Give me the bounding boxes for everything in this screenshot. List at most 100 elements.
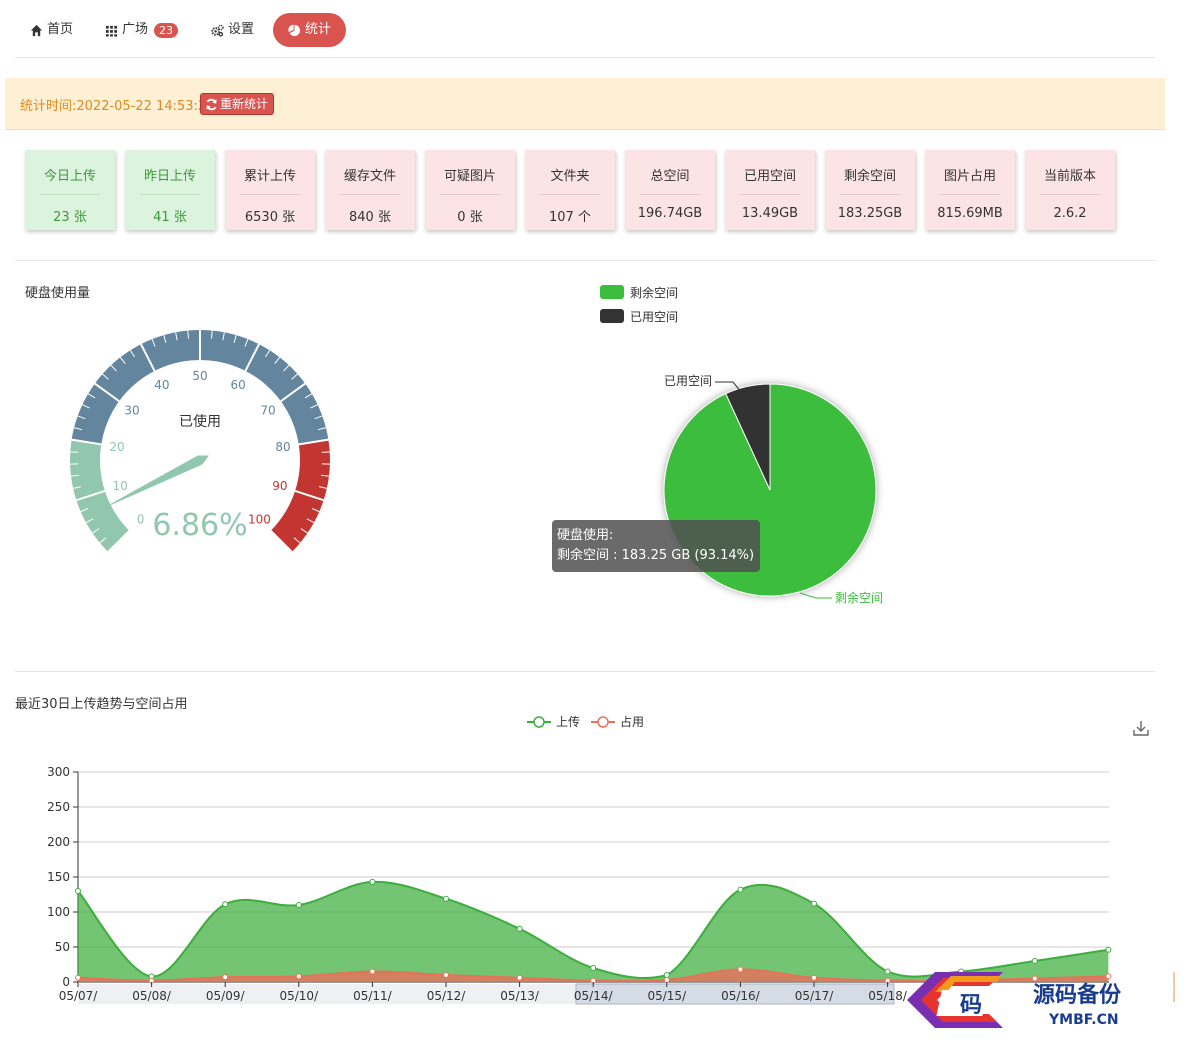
stat-card-cache-files: 缓存文件 840 张: [325, 150, 415, 230]
gauge-tick: [318, 427, 327, 431]
legend-swatch-free[interactable]: [600, 285, 624, 299]
gauge-tick-label: 10: [112, 479, 127, 493]
pie-tooltip-line: 剩余空间 : 183.25 GB (93.14%): [557, 548, 755, 563]
gauge-tick: [73, 486, 82, 489]
legend-label-used[interactable]: 已用空间: [630, 310, 679, 324]
data-zoom-track[interactable]: [78, 984, 894, 1004]
watermark-logo-char: 码: [960, 993, 982, 1018]
x-tick-label: 05/18/: [868, 989, 908, 1003]
gauge-tick: [270, 530, 293, 553]
point-upload[interactable]: [884, 968, 891, 975]
disk-space-pie: 已用空间 剩余空间: [663, 374, 883, 605]
stat-card-suspicious-images: 可疑图片 0 张: [425, 150, 515, 230]
stat-card-value: 0 张: [457, 210, 483, 225]
pie-slice-used[interactable]: [725, 383, 771, 491]
recount-button[interactable]: 重新统计: [200, 93, 275, 115]
legend-label-free[interactable]: 剩余空间: [630, 286, 679, 300]
top-nav: 首页 广场 23 设置 统计: [15, 8, 1155, 58]
divider: [40, 194, 100, 195]
point-upload[interactable]: [369, 878, 376, 885]
stat-card-label: 今日上传: [43, 169, 96, 184]
pie-label-line-used: [715, 381, 747, 399]
point-upload[interactable]: [443, 895, 449, 902]
gauge-tick: [210, 330, 213, 339]
divider: [840, 194, 900, 195]
stat-card-value: 23 张: [53, 210, 87, 225]
point-usage[interactable]: [443, 972, 449, 978]
home-icon: [30, 24, 43, 36]
stat-card-label: 总空间: [650, 169, 690, 184]
stat-card-used-space: 已用空间 13.49GB: [725, 150, 815, 230]
nav-stats[interactable]: 统计: [273, 13, 347, 47]
gauge-tick: [175, 332, 178, 341]
gauge-band-low: [70, 439, 130, 552]
recount-button-label: 重新统计: [220, 97, 269, 111]
point-usage[interactable]: [75, 974, 81, 981]
point-upload[interactable]: [516, 925, 523, 932]
divider: [340, 194, 400, 195]
gauge-tick-label: 0: [137, 512, 145, 526]
gauge-tick: [233, 335, 237, 343]
point-upload[interactable]: [1031, 958, 1038, 964]
point-upload[interactable]: [737, 886, 744, 893]
point-usage[interactable]: [663, 976, 670, 983]
trend-legend: 上传 占用: [527, 714, 644, 729]
point-upload[interactable]: [663, 972, 670, 978]
legend-marker-upload[interactable]: [533, 716, 545, 728]
point-usage[interactable]: [811, 974, 817, 981]
nav-home[interactable]: 首页: [15, 13, 88, 47]
legend-swatch-used[interactable]: [600, 309, 624, 323]
gauge-tick: [314, 415, 323, 420]
divider: [15, 260, 1155, 261]
stat-card-label: 缓存文件: [343, 169, 396, 184]
gauge-tick: [310, 404, 318, 409]
data-zoom-window[interactable]: [575, 983, 895, 1005]
divider: [240, 194, 300, 195]
nav-square[interactable]: 广场 23: [90, 13, 193, 47]
point-usage[interactable]: [369, 968, 376, 975]
point-upload[interactable]: [222, 901, 229, 908]
gauge-tick: [244, 338, 249, 347]
legend-marker-usage[interactable]: [597, 716, 609, 728]
gauge-tick: [311, 507, 320, 513]
nav-stats-label: 统计: [305, 22, 332, 37]
legend-label-upload[interactable]: 上传: [556, 714, 580, 729]
point-usage[interactable]: [295, 973, 302, 980]
gauge-tick: [187, 330, 190, 339]
stat-card-label: 文件夹: [550, 169, 590, 184]
gauge-tick: [70, 451, 79, 453]
point-upload[interactable]: [811, 900, 817, 907]
gauge-tick: [306, 518, 315, 524]
x-tick-label: 05/08/: [132, 989, 172, 1003]
point-upload[interactable]: [590, 965, 597, 971]
point-usage[interactable]: [516, 974, 523, 981]
y-tick-label: 50: [55, 940, 70, 954]
download-icon[interactable]: [1132, 719, 1150, 737]
area-upload: [78, 881, 1109, 982]
y-tick-label: 300: [47, 765, 70, 779]
point-upload[interactable]: [1105, 946, 1112, 953]
y-tick-label: 200: [47, 835, 70, 849]
point-upload[interactable]: [295, 902, 302, 908]
legend-label-usage[interactable]: 占用: [620, 714, 644, 729]
nav-home-label: 首页: [47, 22, 74, 37]
gauge-tick: [85, 518, 94, 524]
stats-time-text: 统计时间:2022-05-22 14:53:29: [20, 99, 215, 114]
gauge-tick-label: 80: [275, 440, 290, 454]
stat-card-label: 已用空间: [743, 169, 796, 184]
pie-label-free: 剩余空间: [835, 590, 883, 605]
point-usage[interactable]: [1105, 973, 1112, 980]
gauge-tick: [82, 404, 90, 409]
stat-card-value: 41 张: [153, 210, 187, 225]
point-upload[interactable]: [75, 888, 81, 894]
nav-settings[interactable]: 设置: [196, 13, 269, 47]
gauge-tick: [280, 382, 306, 403]
point-usage[interactable]: [737, 966, 744, 973]
gears-icon: [211, 24, 224, 37]
stat-card-value: 815.69MB: [937, 206, 1003, 221]
nav-square-badge: 23: [154, 22, 179, 38]
stat-card-label: 昨日上传: [143, 169, 196, 184]
gauge-tick: [222, 332, 225, 341]
point-usage[interactable]: [1031, 975, 1038, 982]
point-usage[interactable]: [222, 974, 229, 981]
